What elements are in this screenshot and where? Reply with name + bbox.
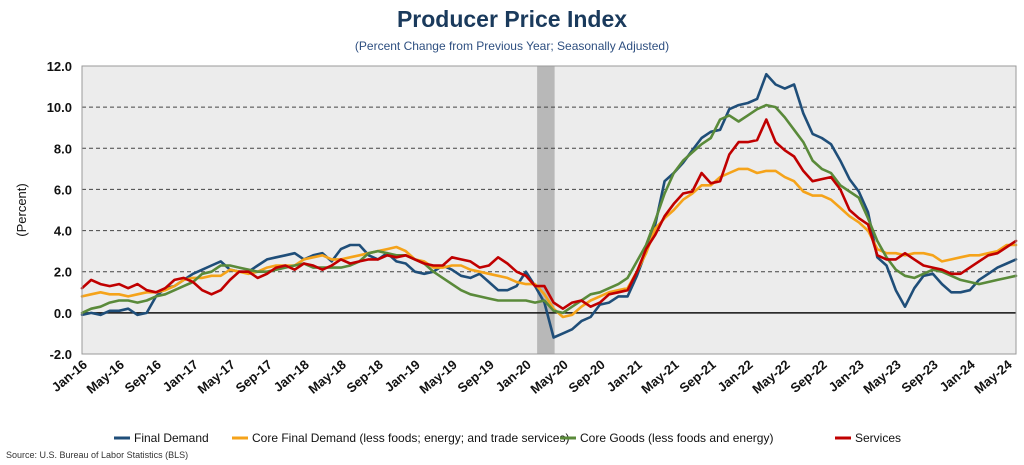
y-tick-label: 10.0 xyxy=(47,100,72,115)
x-tick-label: Sep-16 xyxy=(122,357,164,396)
x-axis-ticks: Jan-16May-16Sep-16Jan-17May-17Sep-17Jan-… xyxy=(49,356,1016,396)
x-tick-label: Jan-22 xyxy=(715,357,756,395)
y-tick-label: -2.0 xyxy=(50,347,72,362)
y-tick-label: 8.0 xyxy=(54,141,72,156)
plot-frame xyxy=(81,65,1017,355)
x-tick-label: Sep-20 xyxy=(566,357,608,396)
x-tick-label: Sep-23 xyxy=(898,357,940,396)
y-tick-label: 12.0 xyxy=(47,59,72,74)
x-tick-label: Jan-24 xyxy=(937,356,979,394)
x-tick-label: Sep-18 xyxy=(344,357,386,396)
recession-band xyxy=(537,66,555,354)
x-tick-label: Sep-17 xyxy=(233,357,275,396)
y-axis-ticks: -2.0 0.0 2.0 4.0 6.0 8.0 10.0 12.0 xyxy=(47,59,72,362)
legend-label: Final Demand xyxy=(134,431,209,445)
legend-label: Core Final Demand (less foods; energy; a… xyxy=(252,431,569,445)
x-tick-label: May-22 xyxy=(749,357,792,397)
series-line xyxy=(80,103,1018,315)
x-tick-label: May-18 xyxy=(305,357,348,397)
x-tick-label: Jan-19 xyxy=(382,357,423,395)
x-tick-label: Jan-21 xyxy=(604,357,645,395)
x-tick-label: Sep-19 xyxy=(455,357,497,396)
x-tick-label: Jan-20 xyxy=(493,357,534,395)
series-line xyxy=(80,118,1018,311)
x-tick-label: Sep-21 xyxy=(676,357,718,396)
y-tick-label: 6.0 xyxy=(54,182,72,197)
x-tick-label: Jan-18 xyxy=(271,357,312,395)
x-tick-label: May-23 xyxy=(860,357,903,397)
y-tick-label: 0.0 xyxy=(54,306,72,321)
x-tick-label: Jan-16 xyxy=(49,357,90,395)
y-axis-label: (Percent) xyxy=(14,183,29,236)
legend: Final Demand Core Final Demand (less food… xyxy=(114,431,901,445)
legend-label: Services xyxy=(855,431,901,445)
source-note: Source: U.S. Bureau of Labor Statistics … xyxy=(6,450,189,460)
x-tick-label: Jan-23 xyxy=(826,357,867,395)
x-tick-label: Sep-22 xyxy=(787,357,829,396)
x-tick-label: May-17 xyxy=(195,357,238,397)
x-tick-label: May-19 xyxy=(416,357,459,397)
series-lines xyxy=(80,72,1018,339)
x-tick-label: May-21 xyxy=(638,357,681,397)
chart-title: Producer Price Index xyxy=(396,6,628,32)
recession-band-group xyxy=(537,66,555,354)
x-tick-label: Jan-17 xyxy=(160,357,201,395)
chart-subtitle: (Percent Change from Previous Year; Seas… xyxy=(354,39,670,53)
legend-label: Core Goods (less foods and energy) xyxy=(580,431,773,445)
x-tick-label: May-16 xyxy=(84,357,127,397)
y-tick-label: 4.0 xyxy=(54,224,72,239)
y-tick-label: 2.0 xyxy=(54,265,72,280)
x-tick-label: May-20 xyxy=(527,357,570,397)
x-tick-label: May-24 xyxy=(971,356,1015,396)
